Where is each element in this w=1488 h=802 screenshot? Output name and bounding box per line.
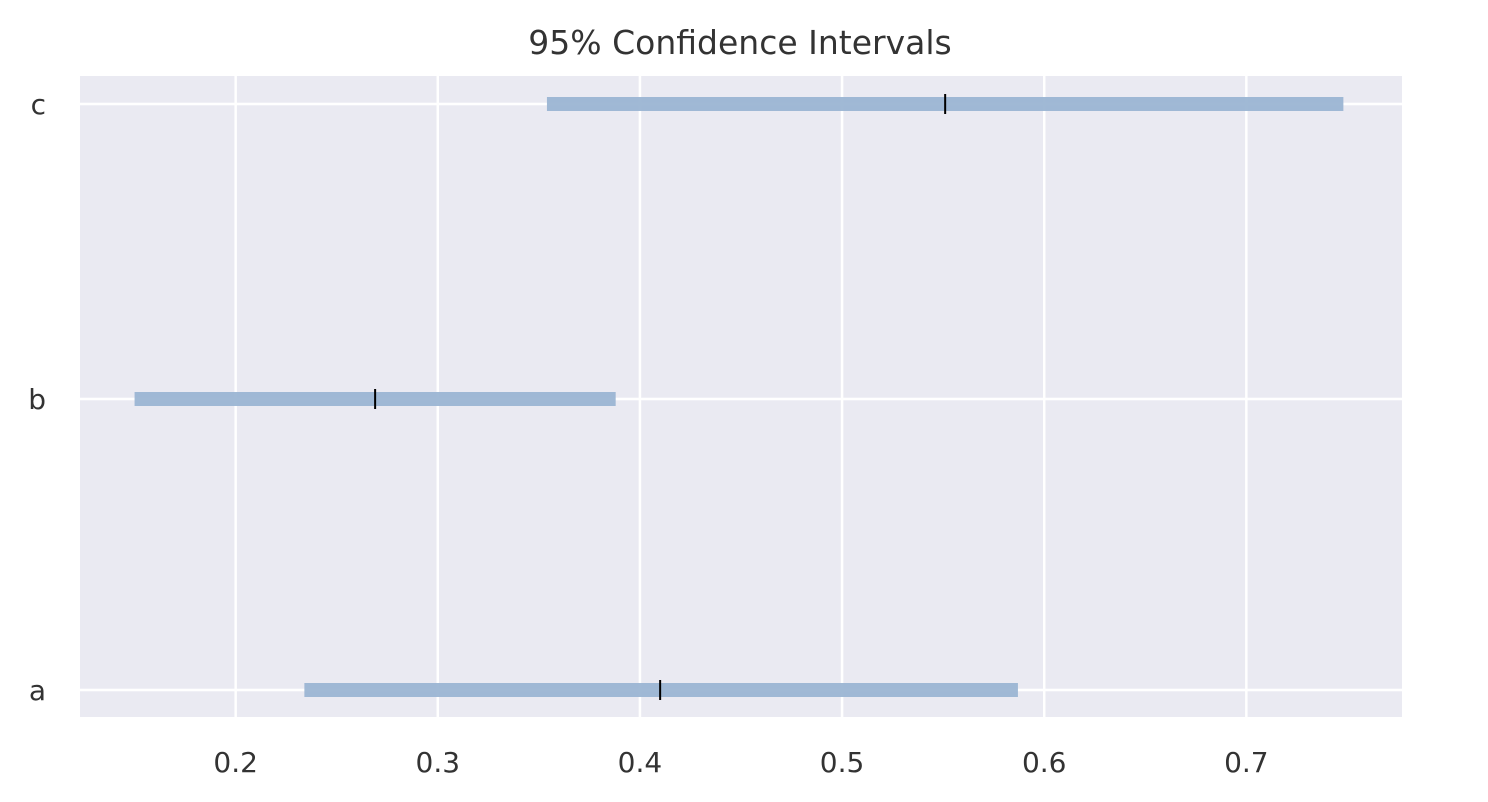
x-tick-label: 0.5 <box>820 746 865 779</box>
y-tick-label: b <box>28 383 46 416</box>
x-tick-label: 0.3 <box>416 746 461 779</box>
interval-bars <box>134 94 1344 700</box>
y-tick-label: a <box>29 674 46 707</box>
y-tick-label: c <box>31 88 46 121</box>
chart-title: 95% Confidence Intervals <box>528 23 951 62</box>
x-tick-label: 0.7 <box>1224 746 1269 779</box>
axis-ticks: 0.2 0.3 0.4 0.5 0.6 0.7 a b c <box>28 88 1268 779</box>
x-tick-label: 0.2 <box>213 746 258 779</box>
x-tick-label: 0.6 <box>1022 746 1067 779</box>
x-tick-label: 0.4 <box>618 746 663 779</box>
